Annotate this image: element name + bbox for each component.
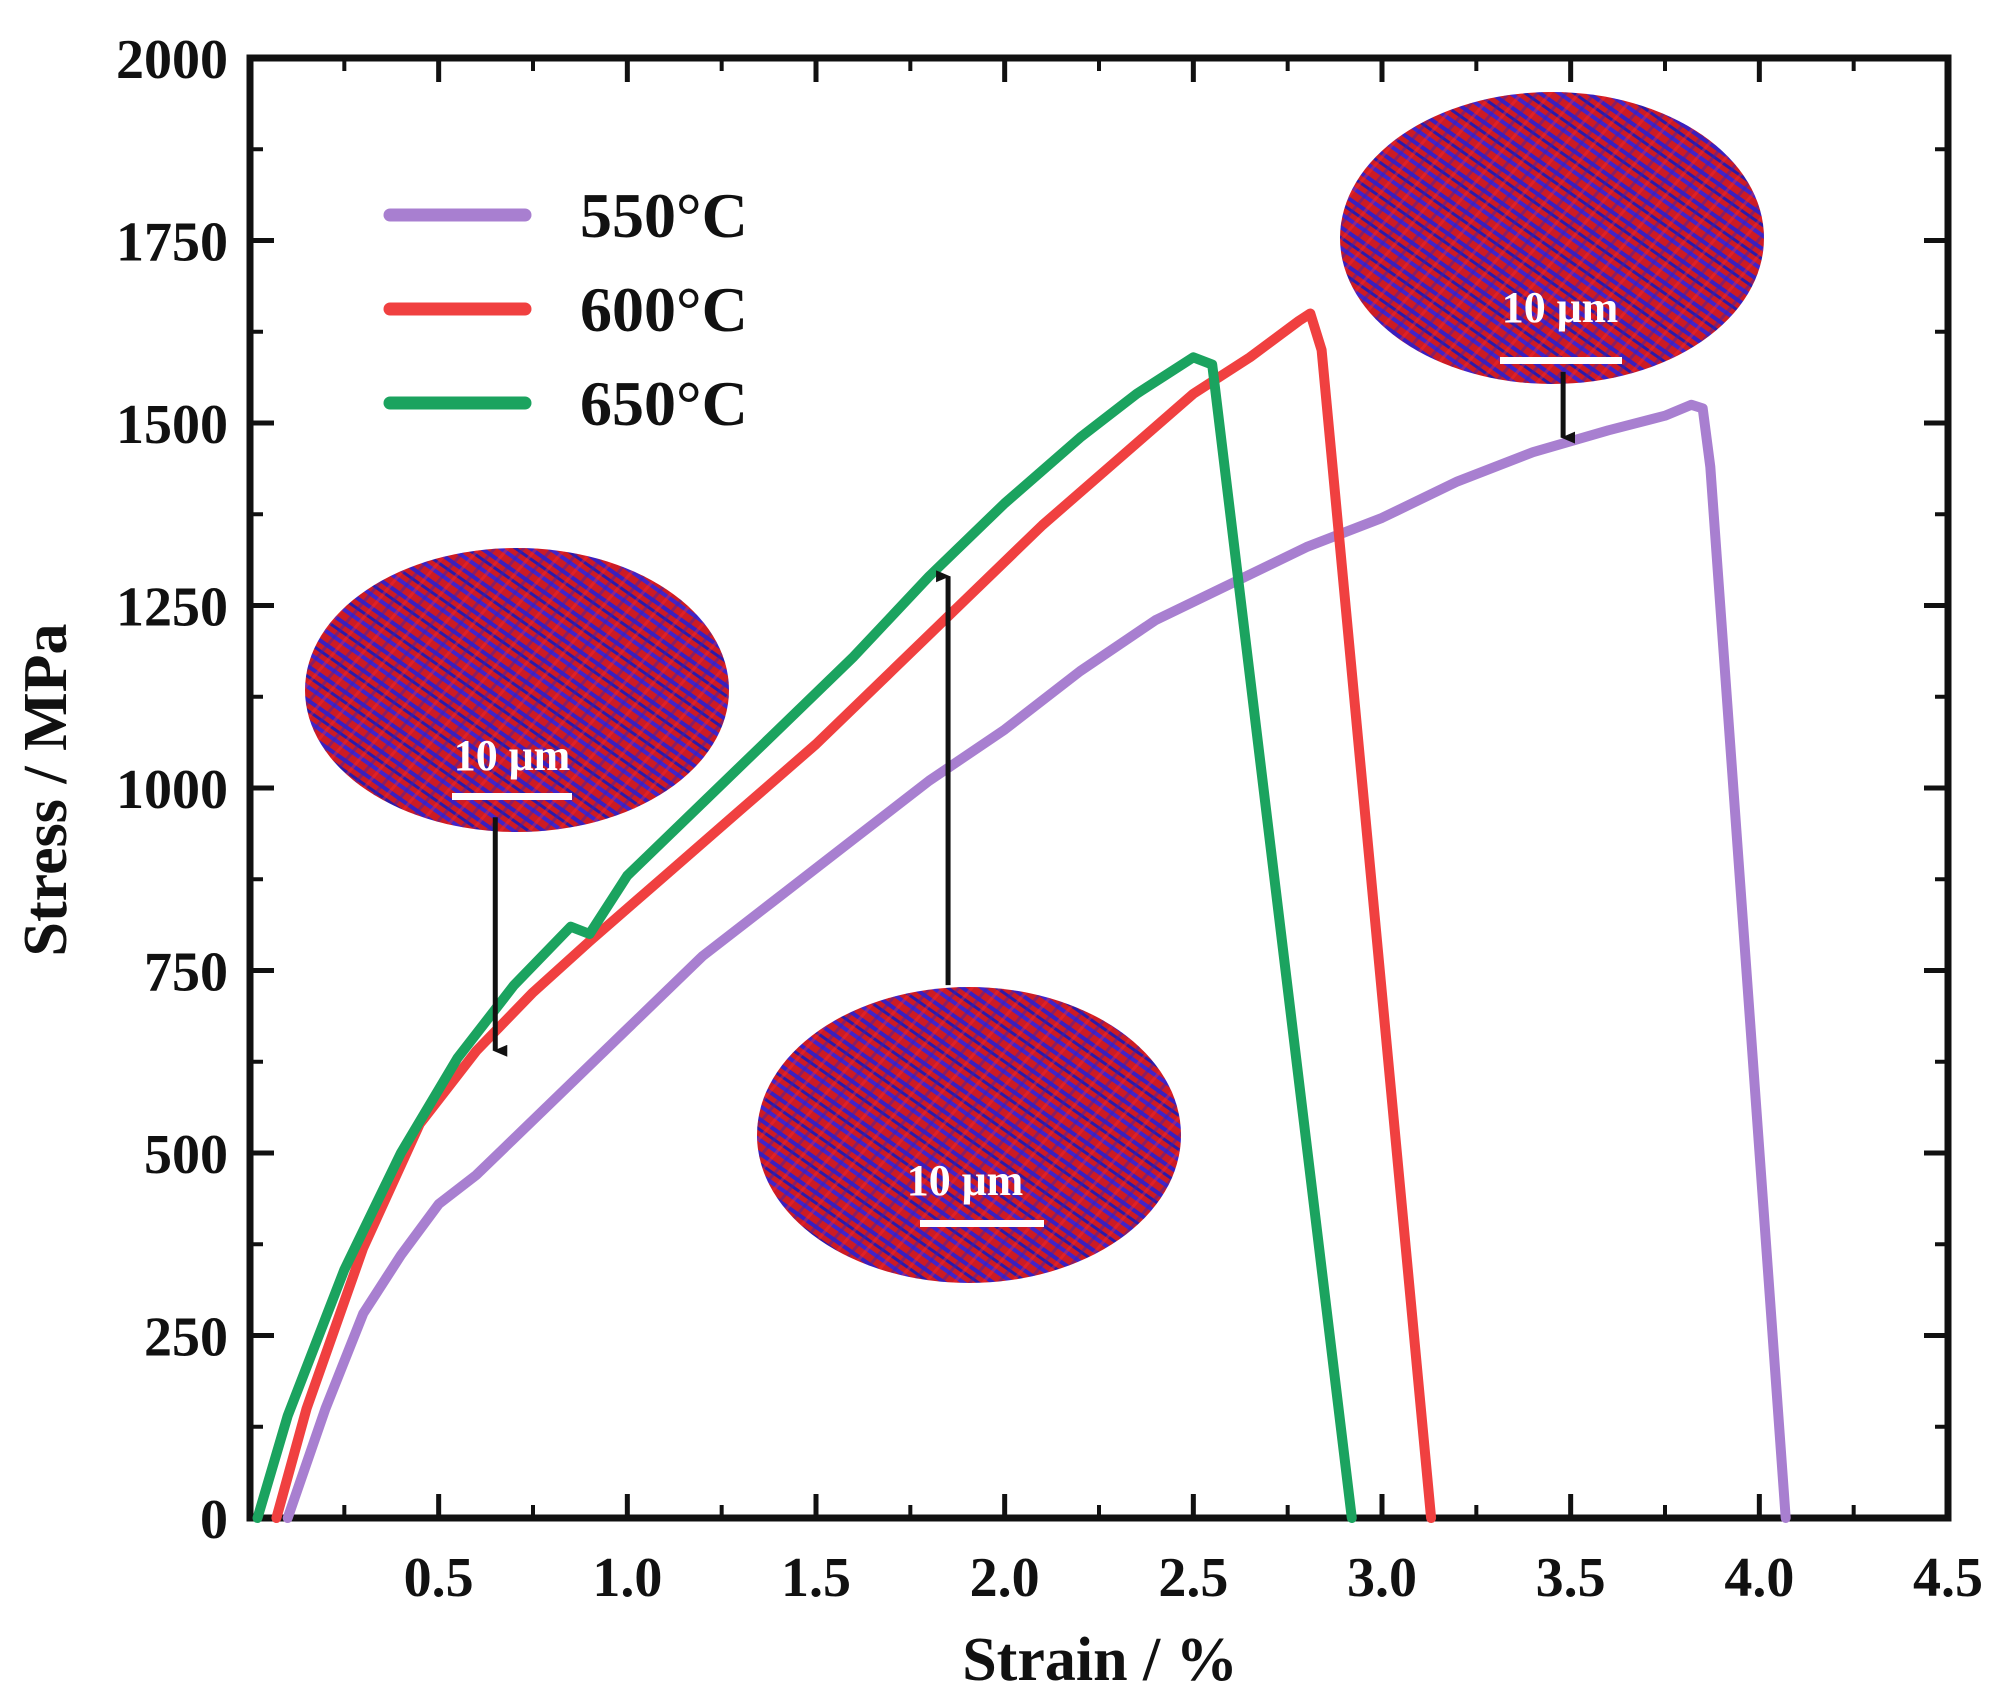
micrograph-inset-left: 10 μm (305, 548, 729, 832)
legend-label-2: 650°C (580, 368, 748, 439)
annotation-arrows (492, 371, 1576, 1057)
y-tick-label: 250 (144, 1307, 228, 1369)
y-axis-title: Stress / MPa (12, 624, 80, 957)
scale-bar-label: 10 μm (907, 1156, 1024, 1205)
y-tick-label: 2000 (116, 29, 228, 91)
x-tick-label: 4.0 (1724, 1547, 1794, 1609)
series-line-1 (271, 308, 1437, 1523)
x-tick-labels: 0.5 1.0 1.5 2.0 2.5 3.0 3.5 4.0 4.5 (404, 1547, 1983, 1609)
x-tick-label: 2.0 (970, 1547, 1040, 1609)
x-tick-label: 3.5 (1536, 1547, 1606, 1609)
y-tick-label: 1250 (116, 577, 228, 639)
series-line-2 (252, 352, 1357, 1523)
x-tick-label: 0.5 (404, 1547, 474, 1609)
y-tick-label: 1500 (116, 394, 228, 456)
scale-bar-label: 10 μm (454, 731, 571, 780)
scale-bar (1500, 357, 1622, 364)
legend-label-0: 550°C (580, 180, 748, 251)
x-tick-label: 1.0 (592, 1547, 662, 1609)
x-axis-title: Strain / % (962, 1626, 1238, 1694)
x-tick-label: 2.5 (1158, 1547, 1228, 1609)
y-tick-label: 750 (144, 942, 228, 1004)
micrograph-texture (757, 987, 1181, 1283)
legend-label-1: 600°C (580, 274, 748, 345)
y-tick-label: 0 (200, 1489, 228, 1551)
legend: 550°C 600°C 650°C (383, 180, 748, 439)
y-tick-label: 1750 (116, 212, 228, 274)
micrograph-inset-middle: 10 μm (757, 987, 1181, 1283)
scale-bar-label: 10 μm (1502, 283, 1619, 332)
micrograph-texture (1340, 92, 1764, 384)
series-line-0 (282, 399, 1791, 1523)
y-tick-label: 1000 (116, 759, 228, 821)
x-tick-label: 4.5 (1913, 1547, 1983, 1609)
scale-bar (452, 793, 572, 800)
x-tick-label: 1.5 (781, 1547, 851, 1609)
scale-bar (920, 1220, 1044, 1227)
y-tick-label: 500 (144, 1124, 228, 1186)
x-tick-label: 3.0 (1347, 1547, 1417, 1609)
series-layer (252, 308, 1791, 1523)
micrograph-texture (305, 548, 729, 832)
y-tick-labels: 0 250 500 750 1000 1250 1500 1750 2000 (116, 29, 228, 1551)
micrograph-inset-right: 10 μm (1340, 92, 1764, 384)
